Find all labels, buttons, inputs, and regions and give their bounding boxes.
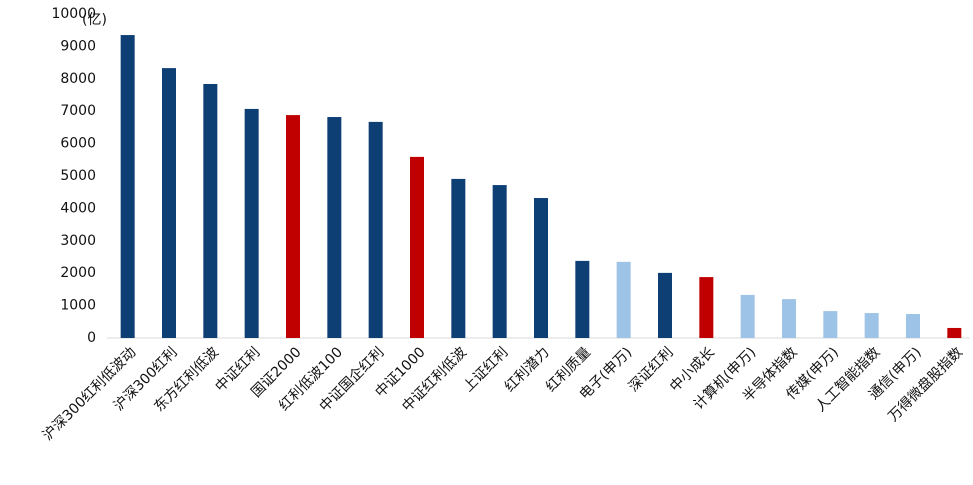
bar [906,314,920,338]
y-tick-label: 9000 [60,38,96,54]
y-tick-label: 2000 [60,265,96,281]
bar [864,313,879,338]
bar [947,327,962,338]
y-tick-label: 5000 [60,168,96,184]
bar [451,178,466,338]
x-tick-label: 上证红利 [460,344,511,395]
unit-label: (亿) [82,12,107,28]
bar [658,272,672,338]
bar [782,299,796,338]
y-tick-label: 10000 [51,6,96,22]
x-tick-label: 红利潜力 [502,344,553,395]
bar [203,83,218,338]
y-tick-label: 4000 [60,200,96,216]
y-tick-label: 8000 [60,71,96,87]
bar [120,35,135,339]
bar [368,121,383,338]
y-tick-label: 7000 [60,103,96,119]
y-tick-label: 1000 [60,298,96,314]
bar [740,294,755,338]
bar [534,198,548,338]
bar [699,277,714,338]
x-tick-label: 深证红利 [626,344,677,395]
bar [492,185,507,338]
y-tick-label: 6000 [60,136,96,152]
bar [162,68,176,338]
bar [244,108,259,338]
bar [823,311,838,338]
bar [410,156,424,338]
y-tick-label: 0 [87,330,96,346]
bar [575,260,590,338]
bar [616,261,631,338]
x-tick-label: 万得微盘股指数 [885,344,966,425]
y-tick-label: 3000 [60,233,96,249]
bar [327,117,342,338]
bar [286,115,300,338]
